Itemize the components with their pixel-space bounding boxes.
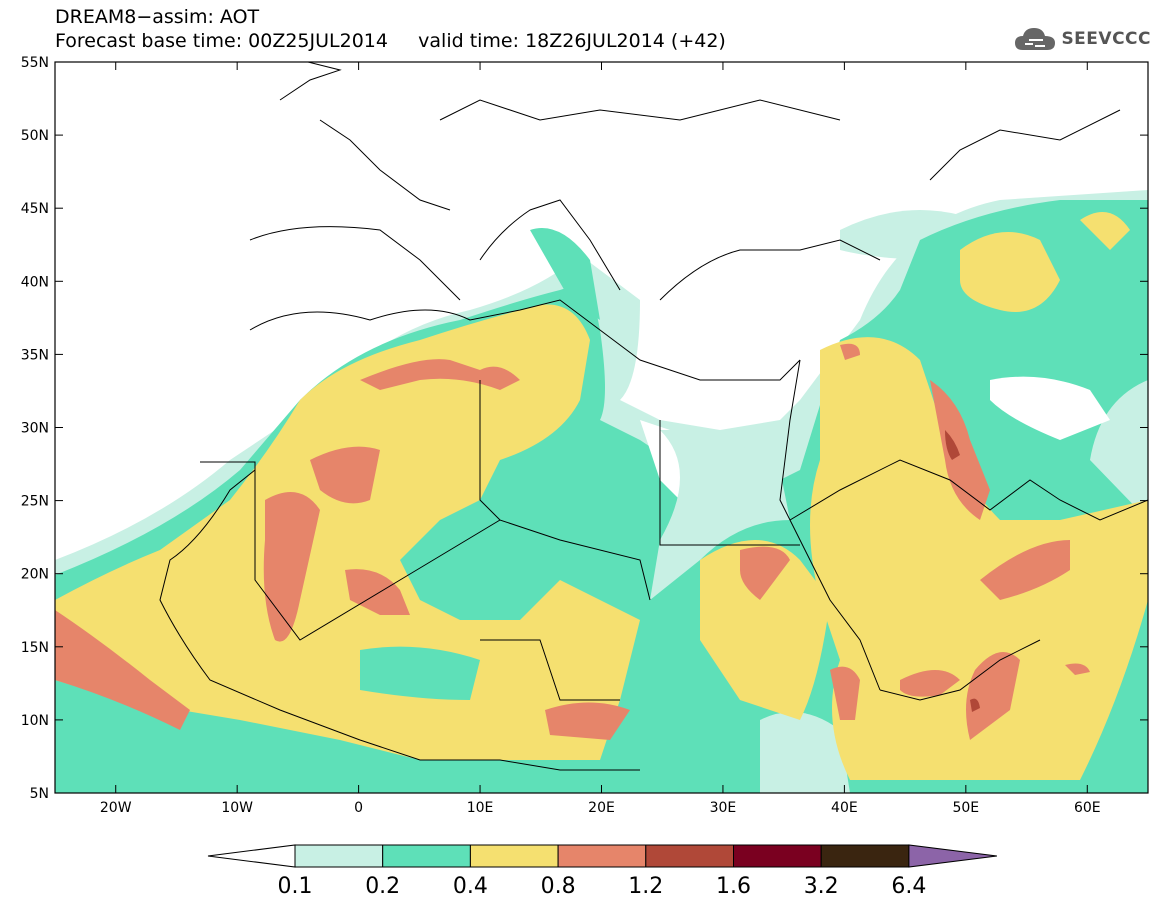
- lon-tick-label: 60E: [1074, 800, 1101, 816]
- lat-tick-label: 35N: [21, 347, 49, 363]
- lon-tick-label: 50E: [952, 800, 979, 816]
- lon-tick-label: 30E: [710, 800, 737, 816]
- contour-0.4: [55, 212, 1148, 780]
- contour-0.8: [55, 343, 1090, 740]
- colorbar-under-arrow: [207, 844, 296, 868]
- title-line-2: Forecast base time: 00Z25JUL2014 valid t…: [55, 30, 726, 52]
- lat-tick-label: 30N: [21, 421, 49, 437]
- lon-tick-label: 20E: [588, 800, 615, 816]
- colorbar-segment: [645, 844, 734, 868]
- lat-tick-label: 55N: [21, 55, 49, 71]
- colorbar-segment: [294, 844, 384, 868]
- colorbar-segment: [382, 844, 471, 868]
- aot-contours: [55, 62, 1148, 793]
- lat-tick-label: 15N: [21, 640, 49, 656]
- colorbar-segment: [733, 844, 822, 868]
- lat-tick-label: 5N: [30, 786, 49, 802]
- lon-tick-label: 10W: [221, 800, 253, 816]
- lat-tick-label: 10N: [21, 713, 49, 729]
- colorbar-label: 0.4: [453, 874, 488, 899]
- colorbar-label: 0.8: [541, 874, 576, 899]
- contour-1.2: [945, 430, 980, 712]
- lon-tick-label: 20W: [100, 800, 132, 816]
- colorbar-label: 1.2: [628, 874, 663, 899]
- lat-tick-label: 50N: [21, 128, 49, 144]
- colorbar-label: 6.4: [891, 874, 926, 899]
- longitude-axis: 20W 10W 0 10E 20E 30E 40E 50E 60E: [100, 62, 1101, 816]
- coastlines: [159, 62, 1148, 771]
- lon-tick-label: 40E: [831, 800, 858, 816]
- colorbar-segment: [820, 844, 910, 868]
- colorbar-segment: [469, 844, 559, 868]
- colorbar: 0.1 0.2 0.4 0.8 1.2 1.6 3.2 6.4: [207, 844, 997, 899]
- colorbar-label: 1.6: [716, 874, 751, 899]
- title-line-1: DREAM8−assim: AOT: [55, 6, 260, 28]
- lat-tick-label: 40N: [21, 274, 49, 290]
- colorbar-over-arrow: [908, 844, 997, 868]
- colorbar-label: 0.1: [278, 874, 313, 899]
- colorbar-label: 3.2: [804, 874, 839, 899]
- logo-text: SEEVCCC: [1061, 29, 1151, 49]
- latitude-axis: 55N 50N 45N 40N 35N 30N 25N 20N 15N 10N 5N: [21, 55, 1148, 802]
- lat-tick-label: 45N: [21, 201, 49, 217]
- lat-tick-label: 25N: [21, 494, 49, 510]
- lon-tick-label: 10E: [467, 800, 494, 816]
- lat-tick-label: 20N: [21, 567, 49, 583]
- lon-tick-label: 0: [354, 800, 363, 816]
- seevccc-logo: SEEVCCC: [1013, 26, 1151, 52]
- cloud-icon: [1015, 28, 1056, 50]
- colorbar-label: 0.2: [365, 874, 400, 899]
- colorbar-segment: [557, 844, 647, 868]
